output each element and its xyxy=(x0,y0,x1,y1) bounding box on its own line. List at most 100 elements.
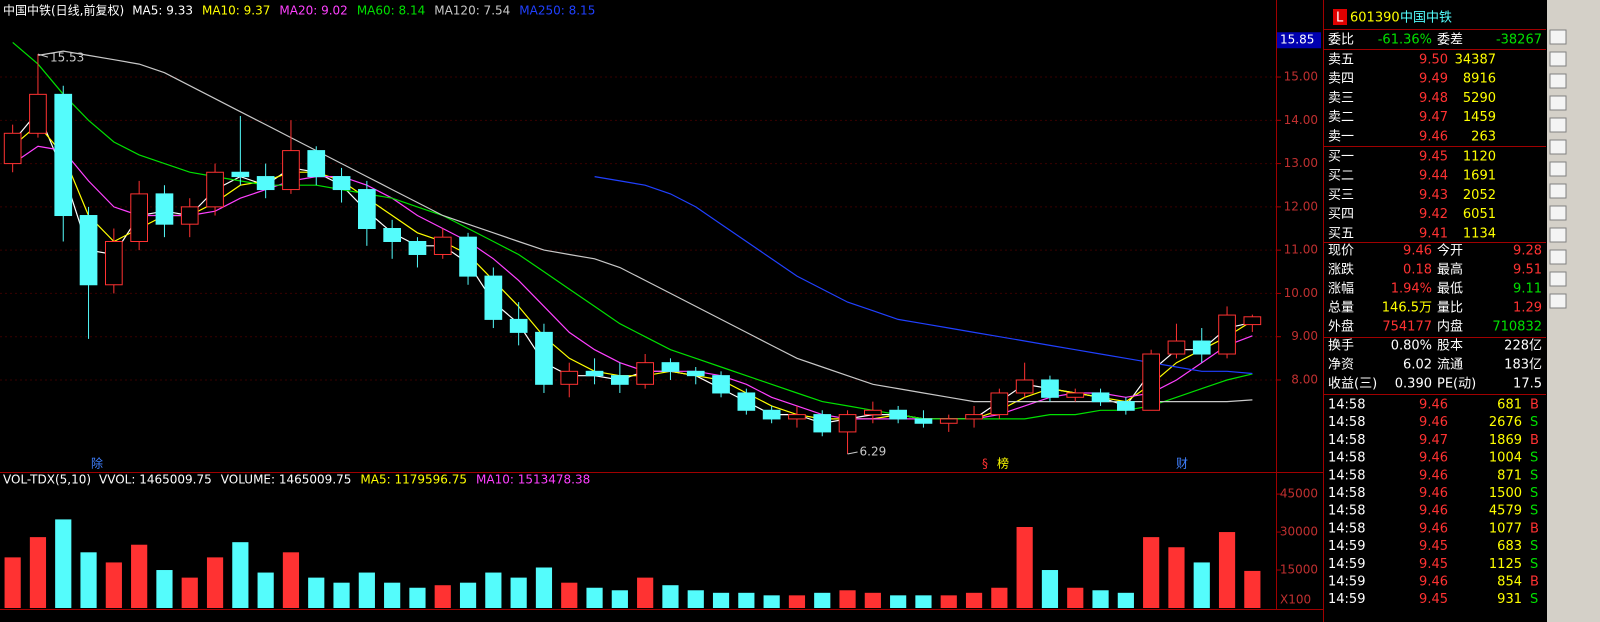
candle-body xyxy=(105,240,123,286)
trade-side: B xyxy=(1530,575,1539,590)
stat-value: 0.80% xyxy=(1391,339,1432,354)
trade-price: 9.45 xyxy=(1419,557,1448,572)
volume-bar xyxy=(535,567,553,608)
trade-price: 9.46 xyxy=(1419,575,1448,590)
y-tick-label: 15000 xyxy=(1280,563,1318,577)
indicator-label: MA5: 9.33 xyxy=(132,4,193,18)
stat-label: 外盘 xyxy=(1328,319,1354,335)
book-volume: 34387 xyxy=(1455,53,1496,68)
volume-bar xyxy=(1117,592,1134,608)
candle-body xyxy=(661,362,680,372)
indicator-label: MA20: 9.02 xyxy=(279,4,347,18)
book-label: 买一 xyxy=(1328,150,1354,165)
stock-code: 601390 xyxy=(1350,11,1400,26)
candle-body xyxy=(1192,340,1211,355)
toolbar xyxy=(1547,0,1600,622)
indicator-label: VOLUME: 1465009.75 xyxy=(221,473,352,487)
volume-bar xyxy=(232,542,249,608)
volume-bar xyxy=(29,537,47,608)
volume-bar xyxy=(1168,547,1185,608)
y-tick-label: 13.00 xyxy=(1284,156,1318,170)
event-marker: § xyxy=(982,457,988,471)
event-marker: 榜 xyxy=(997,456,1009,471)
y-tick-label: 30000 xyxy=(1280,525,1318,539)
book-volume: 6051 xyxy=(1463,207,1496,222)
trade-volume: 871 xyxy=(1497,468,1522,483)
book-label: 买四 xyxy=(1328,207,1354,222)
trade-volume: 1004 xyxy=(1489,451,1522,466)
volume-bar xyxy=(105,562,122,608)
candle-body xyxy=(459,236,477,277)
candle-body xyxy=(636,362,654,385)
book-volume: 8916 xyxy=(1463,72,1496,87)
book-label: 买二 xyxy=(1328,169,1354,184)
volume-bar xyxy=(687,590,704,608)
y-tick-label: 9.00 xyxy=(1291,329,1318,343)
candle-body xyxy=(965,414,983,420)
candle-body xyxy=(358,189,376,230)
indicator-label: VVOL: 1465009.75 xyxy=(99,473,212,487)
volume-bar xyxy=(55,519,72,608)
chart-title: 中国中铁(日线,前复权) xyxy=(3,3,124,18)
book-label: 买三 xyxy=(1328,188,1354,203)
trade-volume: 1077 xyxy=(1489,521,1522,536)
book-price: 9.44 xyxy=(1419,169,1448,184)
candle-body xyxy=(737,392,756,411)
indicator-label: MA60: 8.14 xyxy=(357,4,425,18)
volume-bar xyxy=(282,552,300,608)
volume-bar xyxy=(890,595,907,608)
trade-side: S xyxy=(1530,415,1538,430)
volume-bar xyxy=(358,572,375,608)
volume-bar xyxy=(257,572,274,608)
candle-body xyxy=(788,414,806,420)
logo: L xyxy=(1336,11,1344,26)
trade-price: 9.47 xyxy=(1419,433,1448,448)
stat-value: 17.5 xyxy=(1513,377,1542,392)
trade-time: 14:59 xyxy=(1328,539,1365,554)
volume-bar xyxy=(1244,570,1261,608)
volume-bar xyxy=(1041,570,1059,608)
volume-bar xyxy=(1143,537,1160,608)
candle-body xyxy=(79,215,98,286)
candle-body xyxy=(939,418,958,424)
cursor-price-box xyxy=(1277,32,1321,49)
candle-body xyxy=(130,193,148,242)
book-volume: 1120 xyxy=(1463,150,1496,165)
candle-body xyxy=(889,409,907,420)
stat-value: 754177 xyxy=(1382,320,1432,335)
stock-name: 中国中铁 xyxy=(1400,11,1452,26)
candle-body xyxy=(307,150,326,178)
high-pointer xyxy=(37,53,49,58)
stat-label: 收益(三) xyxy=(1328,377,1377,392)
trade-side: S xyxy=(1530,468,1538,483)
trade-side: B xyxy=(1530,433,1539,448)
book-price: 9.42 xyxy=(1419,207,1448,222)
high-label: 15.53 xyxy=(50,51,84,65)
chart-layer: 8.00 9.00 10.00 11.00 12.00 13.00 14.00 15.00 15… xyxy=(0,3,1542,608)
candle-body xyxy=(1091,392,1110,403)
candle-body xyxy=(54,93,73,217)
stat-label: 内盘 xyxy=(1437,319,1463,335)
book-price: 9.48 xyxy=(1419,91,1448,106)
trade-time: 14:58 xyxy=(1328,451,1365,466)
candle-body xyxy=(484,275,503,320)
volume-bar xyxy=(156,570,173,608)
candle-body xyxy=(1041,379,1059,398)
book-price: 9.41 xyxy=(1419,226,1448,241)
stat-value: 1.29 xyxy=(1513,301,1542,316)
indicator-label: MA10: 9.37 xyxy=(202,4,270,18)
volume-bar xyxy=(940,595,957,608)
candle-body xyxy=(408,240,427,255)
trade-price: 9.46 xyxy=(1419,451,1448,466)
y-tick-label: 45000 xyxy=(1280,487,1318,501)
stat-label: PE(动) xyxy=(1437,377,1476,392)
volume-bar xyxy=(80,552,97,608)
trade-price: 9.45 xyxy=(1419,539,1448,554)
event-marker: 财 xyxy=(1176,457,1188,471)
candle-body xyxy=(611,375,629,385)
candle-body xyxy=(1066,392,1085,398)
candle-body xyxy=(712,375,730,394)
candle-body xyxy=(914,418,933,424)
candle-body xyxy=(180,206,199,225)
